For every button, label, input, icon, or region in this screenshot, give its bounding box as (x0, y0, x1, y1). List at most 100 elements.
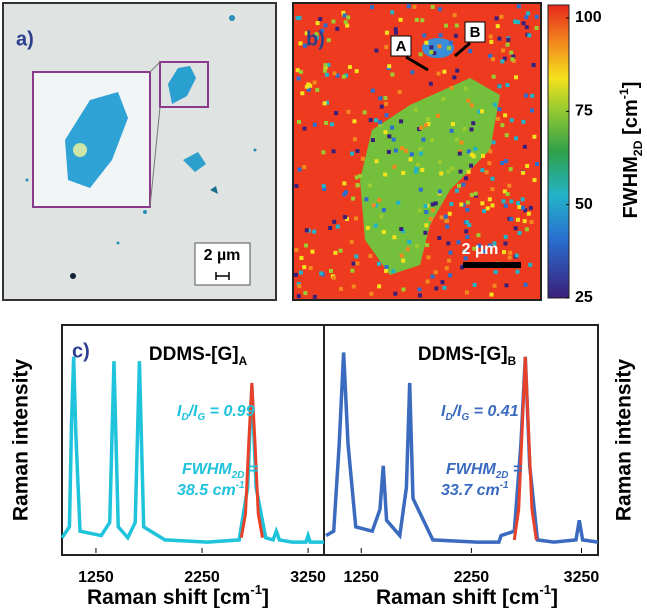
text-part: D (445, 412, 452, 423)
map-pixel (296, 119, 301, 124)
text-part: -1 (539, 582, 551, 597)
map-pixel (384, 265, 389, 270)
map-pixel (377, 284, 382, 289)
map-frame (292, 2, 542, 301)
map-pixel (508, 250, 513, 255)
map-pixel (318, 17, 323, 22)
map-pixel (459, 140, 464, 145)
map-pixel (406, 4, 411, 9)
map-pixel (430, 138, 435, 143)
x-tick-label: 1250 (343, 569, 379, 586)
point-label: B (470, 24, 481, 41)
map-pixel (415, 162, 420, 167)
map-pixel (521, 205, 526, 210)
map-pixel (298, 69, 303, 74)
map-pixel (438, 33, 443, 38)
map-pixel (352, 137, 357, 142)
map-pixel (472, 246, 477, 251)
text-part: 2D (495, 470, 509, 481)
map-pixel (300, 91, 305, 96)
map-pixel (463, 86, 468, 91)
map-pixel (302, 165, 307, 170)
map-pixel (471, 121, 476, 126)
map-pixel (386, 149, 391, 154)
map-pixel (446, 241, 451, 246)
map-pixel (326, 63, 331, 68)
map-pixel (296, 294, 301, 299)
map-pixel (526, 11, 531, 16)
map-pixel (303, 291, 308, 296)
map-pixel (442, 285, 447, 290)
map-pixel (381, 208, 386, 213)
scale-box (194, 242, 251, 286)
map-pixel (369, 291, 374, 296)
map-pixel (373, 203, 378, 208)
map-pixel (495, 24, 500, 29)
map-pixel (368, 117, 373, 122)
map-pixel (426, 122, 431, 127)
map-pixel (468, 49, 473, 54)
map-pixel (450, 166, 455, 171)
map-pixel (508, 167, 513, 172)
map-pixel (534, 25, 539, 30)
map-pixel (350, 268, 355, 273)
map-pixel (466, 149, 471, 154)
map-pixel (434, 286, 439, 291)
map-pixel (314, 32, 319, 37)
map-pixel (324, 72, 329, 77)
map-pixel (405, 247, 410, 252)
text-part: ] (620, 82, 642, 89)
map-pixel (447, 211, 452, 216)
map-pixel (487, 197, 492, 202)
map-pixel (515, 217, 520, 222)
map-pixel (341, 74, 346, 79)
spectrum-line (325, 352, 599, 544)
map-pixel (315, 87, 320, 92)
panel-label: b) (306, 28, 325, 50)
map-pixel (412, 4, 417, 9)
panel-label: c) (72, 340, 90, 362)
map-pixel (323, 65, 328, 70)
spectra-frame (61, 324, 599, 556)
map-pixel (414, 17, 419, 22)
text-part: -1 (500, 480, 509, 491)
map-pixel (393, 148, 398, 153)
map-pixel (397, 90, 402, 95)
map-pixel (501, 199, 506, 204)
map-pixel (450, 122, 455, 127)
map-pixel (394, 30, 399, 35)
map-pixel (534, 162, 539, 167)
map-pixel (440, 280, 445, 285)
map-pixel (454, 23, 459, 28)
map-pixel (522, 144, 527, 149)
map-pixel (304, 84, 309, 89)
map-pixel (480, 153, 485, 158)
map-pixel (306, 87, 311, 92)
map-pixel (413, 169, 418, 174)
map-pixel (509, 199, 514, 204)
text-part: = 0.99 (205, 403, 254, 420)
map-pixel (396, 200, 401, 205)
zoom-flake (65, 92, 128, 188)
text-part: DDMS-[G] (418, 344, 508, 365)
map-pixel (505, 42, 510, 47)
map-pixel (342, 181, 347, 186)
map-pixel (513, 19, 518, 24)
map-pixel (381, 230, 386, 235)
map-pixel (430, 202, 435, 207)
zoom-line (149, 61, 161, 73)
map-pixel (349, 239, 354, 244)
map-pixel (432, 51, 437, 56)
map-pixel (465, 200, 470, 205)
map-pixel (521, 119, 526, 124)
map-pixel (399, 226, 404, 231)
annotation: 38.5 cm-1 (177, 480, 245, 499)
map-pixel (392, 235, 397, 240)
map-pixel (455, 68, 460, 73)
map-pixel (384, 268, 389, 273)
map-pixel (433, 270, 438, 275)
map-pixel (458, 169, 463, 174)
map-pixel (492, 283, 497, 288)
map-pixel (490, 176, 495, 181)
map-pixel (324, 100, 329, 105)
